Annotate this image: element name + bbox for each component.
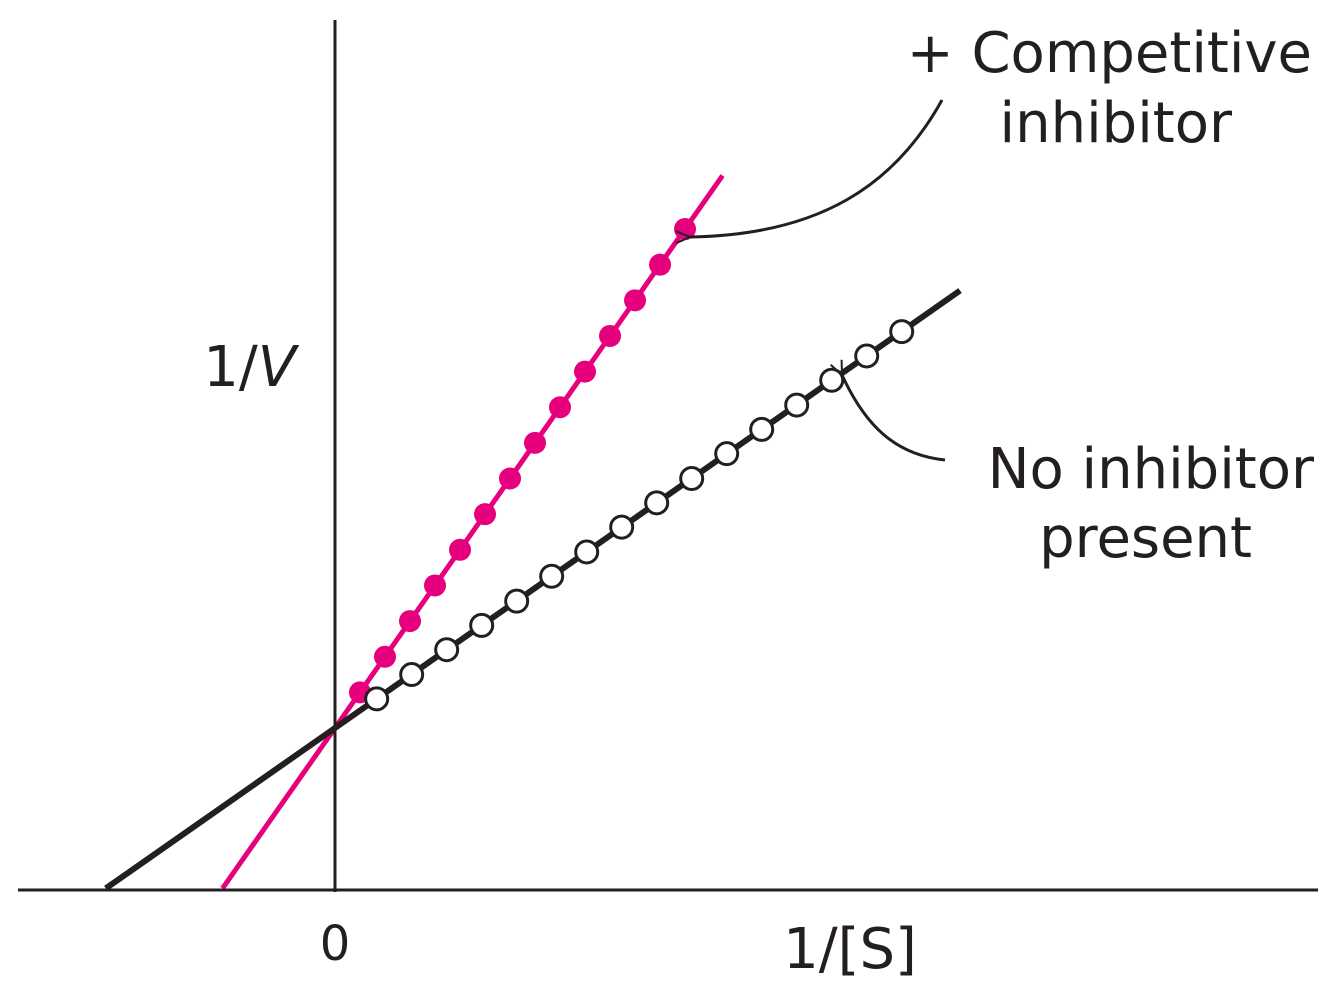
- data-point-none: [644, 490, 670, 516]
- data-point-competitive: [549, 396, 572, 419]
- series-line-competitive: [220, 174, 725, 890]
- data-point-none: [539, 563, 565, 589]
- y-axis-label-variable: V: [258, 335, 300, 400]
- annotation-no-inhibitor-line2: present: [1039, 506, 1252, 571]
- data-point-competitive: [599, 324, 622, 347]
- data-point-none: [784, 392, 810, 418]
- data-point-none: [889, 319, 915, 345]
- annotation-competitive-line2: inhibitor: [1000, 91, 1233, 156]
- data-point-none: [609, 514, 635, 540]
- x-axis-label: 1/[S]: [783, 917, 917, 982]
- x-tick-label-zero: 0: [320, 916, 351, 972]
- data-point-none: [854, 343, 880, 369]
- data-point-none: [714, 441, 740, 467]
- series-line-none: [104, 288, 962, 891]
- data-point-competitive: [649, 253, 672, 276]
- data-point-competitive: [374, 645, 397, 668]
- annotation-arrow-no-inhibitor: [842, 375, 946, 462]
- data-point-competitive: [399, 610, 422, 633]
- data-point-none: [364, 686, 390, 712]
- data-point-none: [574, 539, 600, 565]
- y-axis-label-prefix: 1/: [203, 335, 258, 400]
- data-point-competitive: [424, 574, 447, 597]
- annotation-arrow-competitive: [690, 99, 944, 237]
- data-point-none: [749, 416, 775, 442]
- data-point-competitive: [499, 467, 522, 490]
- data-point-none: [504, 588, 530, 614]
- data-point-competitive: [449, 538, 472, 561]
- series-points: [349, 218, 915, 712]
- annotation-no-inhibitor-line1: No inhibitor: [988, 437, 1315, 502]
- data-point-competitive: [624, 289, 647, 312]
- data-point-none: [434, 637, 460, 663]
- annotation-competitive-line1: + Competitive: [907, 21, 1312, 86]
- data-point-none: [819, 367, 845, 393]
- series-lines: [104, 174, 962, 891]
- data-point-competitive: [574, 360, 597, 383]
- data-point-none: [679, 466, 705, 492]
- y-axis-label: 1/V: [203, 335, 300, 400]
- data-point-competitive: [524, 431, 547, 454]
- data-point-none: [399, 662, 425, 688]
- data-point-competitive: [474, 503, 497, 526]
- data-point-none: [469, 612, 495, 638]
